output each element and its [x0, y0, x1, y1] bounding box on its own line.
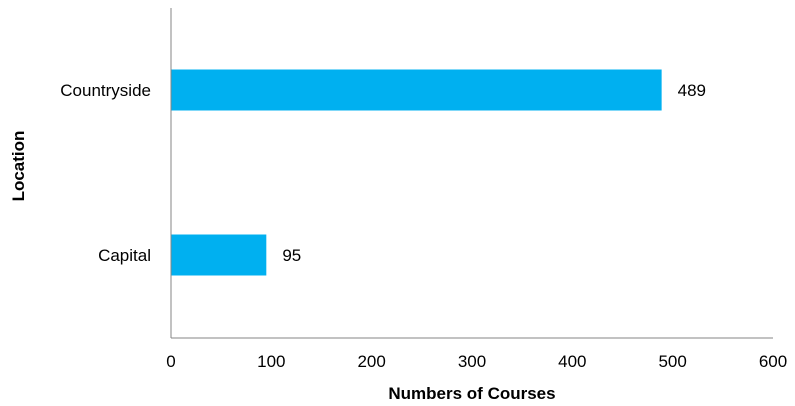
x-tick-label-400: 400 — [558, 352, 586, 371]
category-labels-layer: Countryside Capital — [60, 81, 151, 265]
x-tick-label-300: 300 — [458, 352, 486, 371]
bar-capital — [171, 234, 267, 276]
x-tick-label-600: 600 — [759, 352, 787, 371]
x-tick-labels-layer: 0 100 200 300 400 500 600 — [166, 352, 787, 371]
category-label-capital: Capital — [98, 246, 151, 265]
x-tick-label-200: 200 — [357, 352, 385, 371]
data-label-capital: 95 — [282, 246, 301, 265]
y-axis-title: Location — [9, 131, 28, 202]
bars-layer — [171, 69, 662, 276]
data-label-countryside: 489 — [678, 81, 706, 100]
x-axis-title: Numbers of Courses — [388, 384, 555, 403]
x-tick-label-500: 500 — [658, 352, 686, 371]
category-label-countryside: Countryside — [60, 81, 151, 100]
data-labels-layer: 489 95 — [282, 81, 706, 265]
x-tick-label-100: 100 — [257, 352, 285, 371]
bar-countryside — [171, 69, 662, 111]
x-tick-label-0: 0 — [166, 352, 175, 371]
